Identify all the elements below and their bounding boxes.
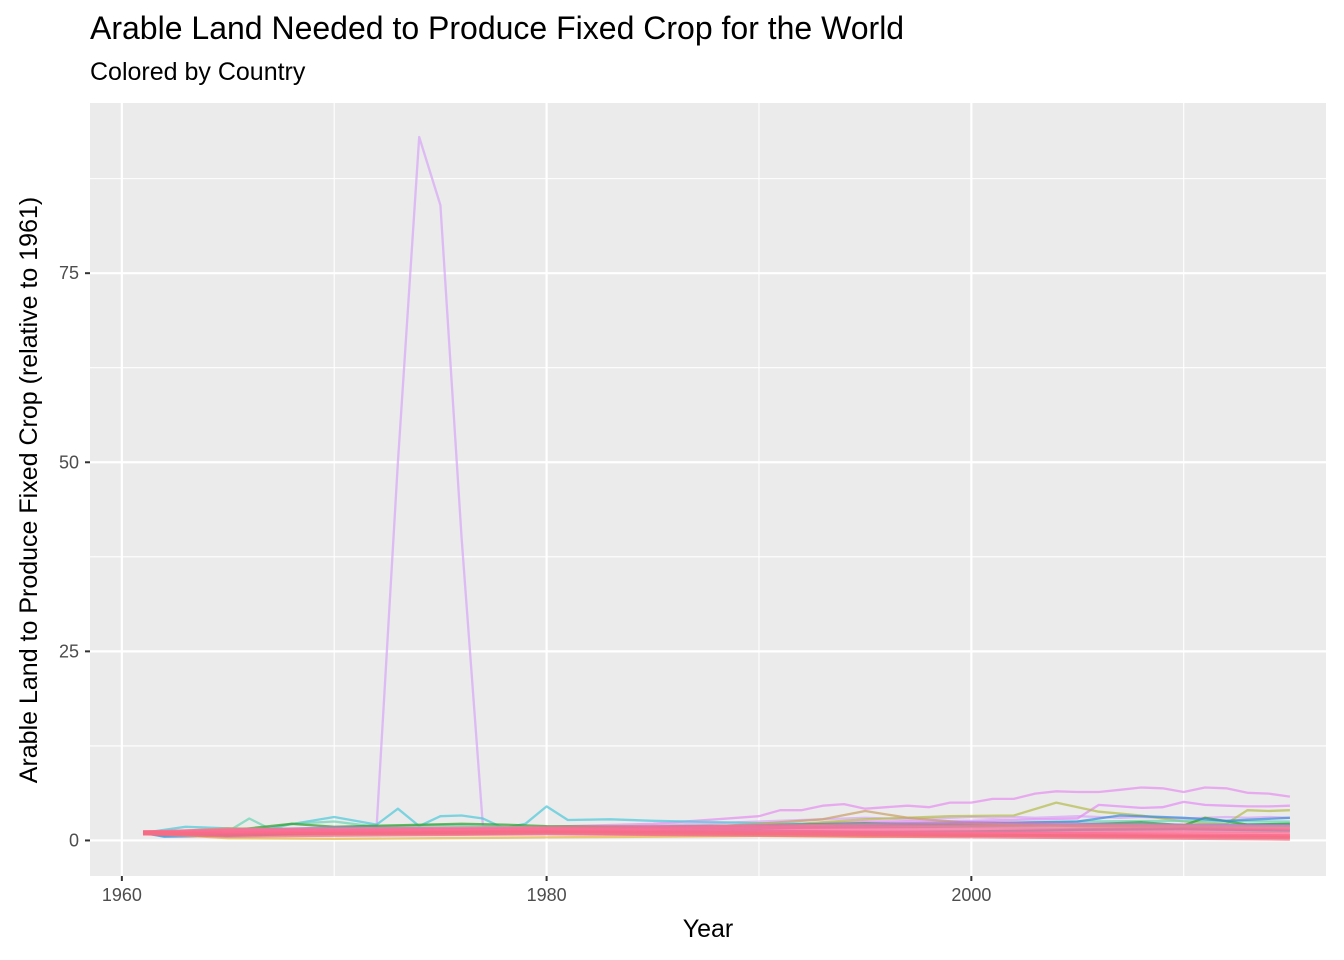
x-axis-title: Year (683, 915, 734, 943)
x-tick-label: 1960 (102, 885, 142, 905)
plot-panel (90, 103, 1326, 876)
y-tick-label: 0 (69, 830, 79, 850)
major-gridlines (90, 103, 1326, 876)
y-tick-labels: 0 25 50 75 (59, 263, 79, 850)
minor-gridlines (90, 103, 1326, 876)
y-axis-title: Arable Land to Produce Fixed Crop (relat… (15, 197, 43, 783)
series-line (143, 830, 1290, 841)
x-tick-label: 2000 (951, 885, 991, 905)
series-layer (142, 135, 1291, 841)
y-tick-label: 25 (59, 641, 79, 661)
y-tick-label: 75 (59, 263, 79, 283)
chart-title: Arable Land Needed to Produce Fixed Crop… (90, 10, 905, 46)
y-tick-label: 50 (59, 452, 79, 472)
axis-ticks (85, 272, 973, 881)
x-tick-labels: 1960 1980 2000 (102, 885, 992, 905)
x-tick-label: 1980 (527, 885, 567, 905)
chart-subtitle: Colored by Country (90, 58, 306, 86)
